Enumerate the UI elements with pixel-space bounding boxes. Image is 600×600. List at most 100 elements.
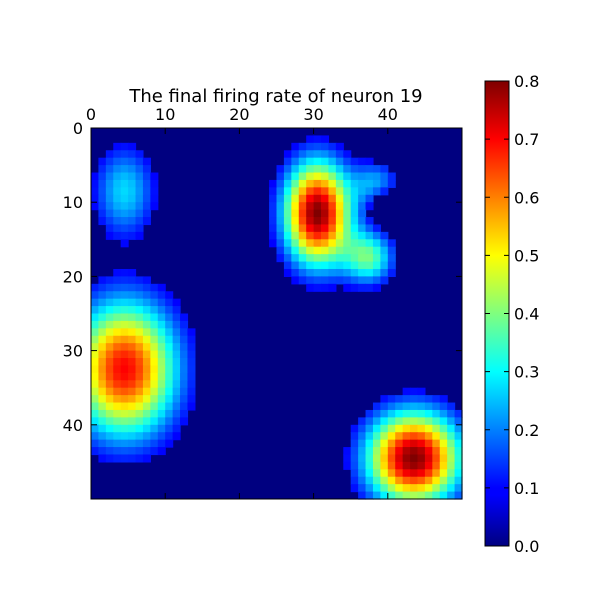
heatmap-cell — [113, 432, 122, 441]
heatmap-cell — [365, 165, 374, 174]
heatmap-cell — [91, 298, 100, 307]
heatmap-cell — [91, 350, 100, 359]
heatmap-cell — [172, 432, 181, 441]
heatmap-cell — [150, 298, 159, 307]
heatmap-cell — [172, 335, 181, 344]
heatmap-cell — [313, 202, 322, 211]
heatmap-cell — [291, 179, 300, 188]
heatmap-cell — [105, 179, 114, 188]
heatmap-cell — [321, 254, 330, 263]
heatmap-cell — [165, 439, 174, 448]
heatmap-cell — [306, 224, 315, 233]
heatmap-cell — [269, 202, 278, 211]
heatmap-cell — [142, 313, 151, 322]
heatmap-cell — [135, 165, 144, 174]
heatmap-cell — [120, 224, 129, 233]
heatmap-cell — [91, 402, 100, 411]
heatmap-cell — [395, 395, 404, 404]
heatmap-cell — [439, 409, 448, 418]
heatmap-cell — [105, 172, 114, 181]
heatmap-cell — [283, 172, 292, 181]
heatmap-cell — [454, 447, 463, 456]
heatmap-cell — [91, 409, 100, 418]
heatmap-cell — [335, 246, 344, 255]
heatmap-cell — [343, 157, 352, 166]
heatmap-cell — [120, 202, 129, 211]
heatmap-cell — [105, 306, 114, 315]
heatmap-cell — [172, 417, 181, 426]
heatmap-cell — [150, 432, 159, 441]
heatmap-cell — [113, 402, 122, 411]
heatmap-cell — [283, 224, 292, 233]
heatmap-cell — [120, 268, 129, 277]
heatmap-cell — [335, 157, 344, 166]
heatmap-cell — [91, 306, 100, 315]
heatmap-cell — [454, 424, 463, 433]
heatmap-cell — [298, 224, 307, 233]
heatmap-cell — [387, 491, 396, 500]
heatmap-cell — [150, 291, 159, 300]
heatmap-cell — [439, 484, 448, 493]
heatmap-cell — [150, 372, 159, 381]
heatmap-cell — [380, 454, 389, 463]
heatmap-cell — [343, 283, 352, 292]
heatmap-cell — [343, 447, 352, 456]
heatmap-cell — [424, 469, 433, 478]
heatmap-cell — [298, 179, 307, 188]
heatmap-cell — [120, 239, 129, 248]
heatmap-cell — [439, 424, 448, 433]
heatmap-cell — [128, 380, 137, 389]
heatmap-cell — [128, 165, 137, 174]
heatmap-cell — [380, 424, 389, 433]
heatmap-cell — [150, 358, 159, 367]
y-tick-label: 20 — [63, 267, 83, 286]
heatmap-cell — [135, 291, 144, 300]
heatmap-cell — [439, 469, 448, 478]
heatmap-cell — [113, 365, 122, 374]
heatmap-cell — [128, 291, 137, 300]
heatmap-cell — [380, 432, 389, 441]
heatmap-cell — [135, 179, 144, 188]
heatmap-cell — [91, 335, 100, 344]
heatmap-cell — [157, 335, 166, 344]
heatmap-cell — [350, 283, 359, 292]
heatmap-cell — [417, 469, 426, 478]
heatmap-cell — [120, 276, 129, 285]
heatmap-cell — [113, 194, 122, 203]
heatmap-cell — [328, 239, 337, 248]
heatmap-cell — [291, 194, 300, 203]
heatmap-cell — [387, 454, 396, 463]
heatmap-cell — [298, 246, 307, 255]
x-tick-label: 0 — [86, 105, 96, 124]
heatmap-cell — [135, 380, 144, 389]
heatmap-cell — [417, 476, 426, 485]
heatmap-cell — [157, 447, 166, 456]
heatmap-cell — [410, 402, 419, 411]
heatmap-cell — [454, 469, 463, 478]
heatmap-cell — [395, 424, 404, 433]
heatmap-cell — [142, 306, 151, 315]
heatmap-cell — [120, 372, 129, 381]
heatmap-cell — [372, 424, 381, 433]
heatmap-cell — [410, 447, 419, 456]
heatmap-cell — [283, 231, 292, 240]
heatmap-cell — [91, 424, 100, 433]
heatmap-cell — [372, 165, 381, 174]
heatmap-cell — [135, 350, 144, 359]
heatmap-cell — [157, 306, 166, 315]
heatmap-cell — [439, 432, 448, 441]
heatmap-cell — [98, 328, 107, 337]
heatmap-cell — [276, 217, 285, 226]
heatmap-cell — [358, 276, 367, 285]
heatmap-cell — [350, 276, 359, 285]
heatmap-cell — [150, 424, 159, 433]
heatmap-cell — [306, 268, 315, 277]
heatmap-cell — [105, 202, 114, 211]
heatmap-cell — [91, 187, 100, 196]
colorbar-tick-label: 0.0 — [514, 537, 539, 556]
heatmap-cell — [157, 365, 166, 374]
heatmap-cell — [157, 424, 166, 433]
heatmap-cell — [113, 172, 122, 181]
heatmap-cell — [172, 313, 181, 322]
heatmap-cell — [424, 476, 433, 485]
